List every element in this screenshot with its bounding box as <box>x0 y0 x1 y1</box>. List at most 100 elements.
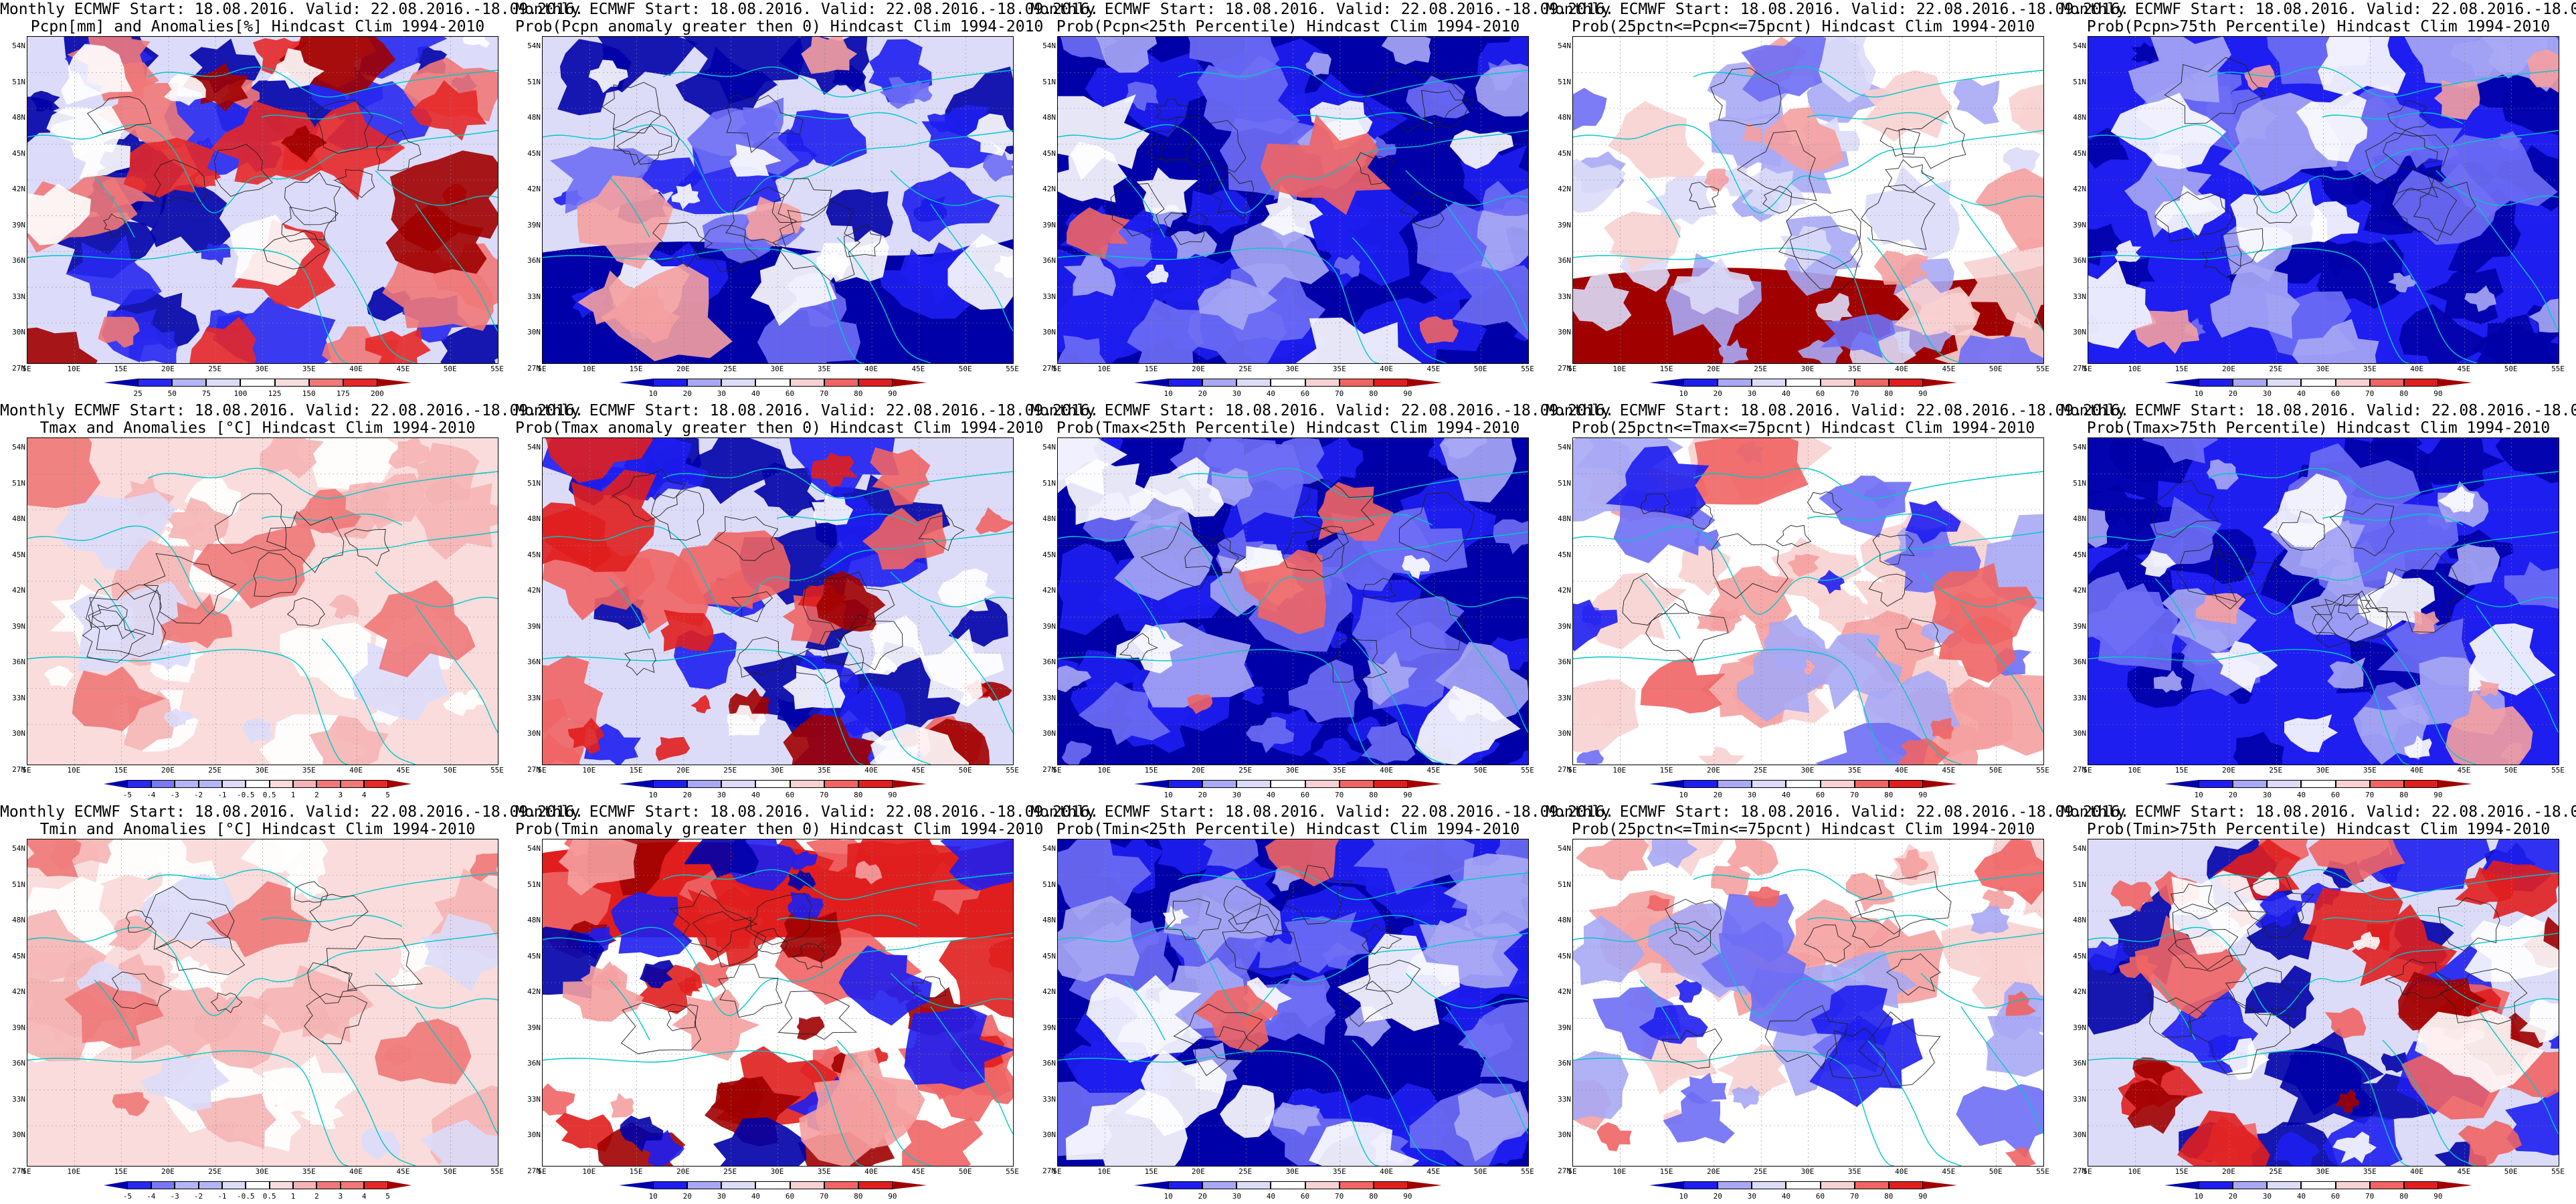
colorbar-tick-label: 60 <box>2330 791 2340 799</box>
colorbar-swatch <box>269 780 294 788</box>
colorbar-tick-label: 80 <box>1884 791 1894 799</box>
panel-title: Monthly ECMWF Start: 18.08.2016. Valid: … <box>1030 1 1615 18</box>
colorbar-swatch <box>1236 1181 1271 1189</box>
lat-tick-label: 54N <box>1042 443 1056 452</box>
lon-tick-label: 15E <box>629 766 643 775</box>
colorbar-tick-label: -5 <box>122 791 132 799</box>
colorbar-swatch <box>1786 379 1821 387</box>
forecast-panel: Monthly ECMWF Start: 18.08.2016. Valid: … <box>1030 803 1614 1204</box>
colorbar-swatch <box>858 780 893 788</box>
colorbar <box>2165 780 2472 789</box>
lat-tick-label: 36N <box>12 658 25 666</box>
lat-tick-label: 54N <box>1042 844 1056 853</box>
forecast-map <box>27 36 498 364</box>
lon-tick-label: 30E <box>1801 766 1815 775</box>
colorbar-swatch <box>1888 1181 1923 1189</box>
forecast-map <box>1572 839 2044 1167</box>
colorbar-swatch <box>316 1181 341 1189</box>
lat-tick-label: 36N <box>12 256 25 265</box>
lat-tick-label: 51N <box>2073 880 2086 889</box>
panel-title: Monthly ECMWF Start: 18.08.2016. Valid: … <box>1546 1 2130 18</box>
lat-tick-label: 33N <box>1042 292 1056 301</box>
colorbar-swatch <box>1683 379 1718 387</box>
colorbar-tick-label: 1 <box>290 1192 296 1201</box>
colorbar <box>104 780 411 789</box>
colorbar-tick-label: 40 <box>2296 1192 2306 1201</box>
lat-tick-label: 30N <box>527 1130 541 1139</box>
lon-tick-label: 10E <box>67 1167 81 1176</box>
forecast-map <box>2088 36 2559 364</box>
panel-title: Monthly ECMWF Start: 18.08.2016. Valid: … <box>1546 402 2130 419</box>
colorbar-swatch <box>1339 379 1374 387</box>
lon-tick-label: 20E <box>1706 365 1720 373</box>
colorbar-tick-label: 60 <box>1815 1192 1825 1201</box>
forecast-map <box>1057 839 1529 1167</box>
lat-tick-label: 54N <box>12 443 25 452</box>
colorbar-end-triangle <box>1407 1181 1442 1189</box>
lon-tick-label: 50E <box>1473 1167 1487 1176</box>
lat-tick-label: 36N <box>1558 256 1571 265</box>
lon-tick-label: 35E <box>1847 1167 1861 1176</box>
lon-tick-label: 15E <box>1144 1167 1158 1176</box>
colorbar-tick-label: 30 <box>717 791 726 799</box>
lon-tick-label: 10E <box>1097 1167 1111 1176</box>
colorbar-tick-label: 90 <box>1918 791 1928 799</box>
colorbar-tick-label: -4 <box>147 791 156 799</box>
colorbar-swatch <box>1168 379 1203 387</box>
lon-tick-label: 25E <box>1754 365 1768 373</box>
lon-tick-label: 10E <box>2128 766 2142 775</box>
colorbar-swatch <box>2199 780 2233 788</box>
lon-tick-label: 20E <box>1191 766 1205 775</box>
lat-tick-label: 45N <box>12 550 25 559</box>
colorbar-tick-label: 80 <box>2399 389 2409 398</box>
lat-tick-label: 33N <box>1042 693 1056 702</box>
colorbar-tick-label: -3 <box>170 1192 179 1201</box>
lat-tick-label: 27N <box>1042 765 1056 774</box>
colorbar-tick-label: 50 <box>167 389 177 398</box>
colorbar-tick-label: 30 <box>1747 791 1756 799</box>
lon-tick-label: 10E <box>1613 1167 1627 1176</box>
lon-tick-label: 45E <box>1427 1167 1441 1176</box>
colorbar-swatch <box>1168 1181 1203 1189</box>
colorbar-end-triangle <box>1922 1181 1957 1189</box>
panel-subtitle: Tmin and Anomalies [°C] Hindcast Clim 19… <box>39 821 476 838</box>
lat-tick-label: 27N <box>2073 1166 2086 1175</box>
lat-tick-label: 48N <box>2073 916 2086 924</box>
colorbar-swatch <box>824 780 858 788</box>
lon-tick-label: 55E <box>2036 365 2049 373</box>
colorbar-tick-label: 175 <box>336 389 350 398</box>
lon-tick-label: 40E <box>2410 1167 2424 1176</box>
forecast-panel: Monthly ECMWF Start: 18.08.2016. Valid: … <box>1030 0 1615 401</box>
colorbar-swatch <box>1888 780 1923 788</box>
lon-tick-label: 45E <box>396 1167 410 1176</box>
lon-tick-label: 10E <box>67 766 81 775</box>
colorbar-tick-label: 150 <box>302 389 316 398</box>
colorbar <box>1649 379 1957 388</box>
lat-tick-label: 45N <box>1558 550 1571 559</box>
colorbar-swatch <box>755 780 790 788</box>
colorbar-swatch <box>1888 379 1923 387</box>
lat-tick-label: 33N <box>1558 1094 1571 1104</box>
colorbar-swatch <box>2267 780 2302 788</box>
colorbar <box>1649 780 1957 789</box>
colorbar-swatch <box>2335 379 2370 387</box>
colorbar-tick-label: 30 <box>2262 389 2272 398</box>
lon-tick-label: 55E <box>1006 365 1019 373</box>
colorbar-swatch <box>1854 1181 1889 1189</box>
colorbar-tick-label: 40 <box>2296 791 2306 799</box>
forecast-map <box>27 839 498 1167</box>
colorbar-tick-label: 60 <box>1300 791 1310 799</box>
lon-tick-label: 40E <box>1895 365 1909 373</box>
colorbar-tick-label: 70 <box>820 791 829 799</box>
lat-tick-label: 33N <box>12 1094 25 1104</box>
lon-tick-label: 40E <box>2410 766 2424 775</box>
lon-tick-label: 40E <box>349 365 363 373</box>
lon-tick-label: 10E <box>1613 365 1627 373</box>
panel-subtitle: Prob(25pctn<=Tmax<=75pcnt) Hindcast Clim… <box>1571 419 2035 437</box>
lat-tick-label: 39N <box>1558 621 1571 631</box>
colorbar-swatch <box>1168 780 1203 788</box>
lat-tick-label: 51N <box>527 77 541 86</box>
colorbar-end-triangle <box>2165 379 2199 387</box>
lon-tick-label: 45E <box>1942 1167 1956 1176</box>
lat-tick-label: 48N <box>1558 113 1571 122</box>
